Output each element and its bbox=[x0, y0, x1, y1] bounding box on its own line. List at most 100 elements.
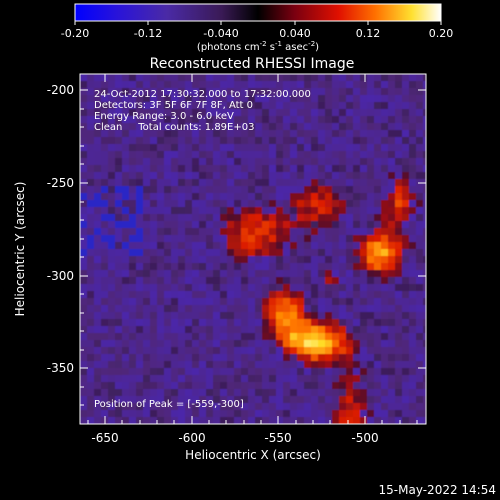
heatmap-pixel bbox=[304, 382, 312, 390]
heatmap-pixel bbox=[241, 312, 249, 320]
heatmap-pixel bbox=[409, 165, 417, 173]
heatmap-pixel bbox=[171, 291, 179, 299]
heatmap-pixel bbox=[416, 102, 424, 110]
heatmap-pixel bbox=[283, 186, 291, 194]
heatmap-pixel bbox=[143, 354, 151, 362]
heatmap-pixel bbox=[381, 333, 389, 341]
heatmap-pixel bbox=[206, 74, 214, 82]
heatmap-pixel bbox=[143, 207, 151, 215]
heatmap-pixel bbox=[206, 368, 214, 376]
heatmap-pixel bbox=[423, 256, 426, 264]
heatmap-pixel bbox=[423, 368, 426, 376]
heatmap-pixel bbox=[332, 207, 340, 215]
heatmap-pixel bbox=[213, 74, 221, 82]
heatmap-pixel bbox=[262, 228, 270, 236]
heatmap-pixel bbox=[255, 207, 263, 215]
heatmap-pixel bbox=[255, 130, 263, 138]
heatmap-pixel bbox=[388, 158, 396, 166]
heatmap-pixel bbox=[290, 319, 298, 327]
heatmap-pixel bbox=[297, 284, 305, 292]
heatmap-pixel bbox=[248, 382, 256, 390]
heatmap-pixel bbox=[199, 130, 207, 138]
heatmap-pixel bbox=[374, 172, 382, 180]
heatmap-pixel bbox=[213, 116, 221, 124]
heatmap-pixel bbox=[269, 333, 277, 341]
heatmap-pixel bbox=[129, 144, 137, 152]
heatmap-pixel bbox=[234, 130, 242, 138]
heatmap-pixel bbox=[297, 382, 305, 390]
heatmap-pixel bbox=[101, 228, 109, 236]
heatmap-pixel bbox=[185, 249, 193, 257]
heatmap-pixel bbox=[416, 375, 424, 383]
heatmap-pixel bbox=[192, 417, 200, 424]
heatmap-pixel bbox=[227, 270, 235, 278]
heatmap-pixel bbox=[213, 256, 221, 264]
heatmap-pixel bbox=[332, 375, 340, 383]
heatmap-pixel bbox=[150, 151, 158, 159]
heatmap-pixel bbox=[192, 277, 200, 285]
heatmap-pixel bbox=[129, 277, 137, 285]
heatmap-pixel bbox=[325, 361, 333, 369]
heatmap-pixel bbox=[381, 186, 389, 194]
heatmap-pixel bbox=[115, 130, 123, 138]
heatmap-pixel bbox=[346, 256, 354, 264]
heatmap-pixel bbox=[269, 116, 277, 124]
colorbar-tick-label: -0.20 bbox=[61, 27, 89, 40]
heatmap-pixel bbox=[416, 242, 424, 250]
heatmap-pixel bbox=[94, 116, 102, 124]
heatmap-pixel bbox=[178, 277, 186, 285]
heatmap-pixel bbox=[164, 403, 172, 411]
heatmap-pixel bbox=[171, 193, 179, 201]
heatmap-pixel bbox=[395, 165, 403, 173]
heatmap-pixel bbox=[304, 172, 312, 180]
heatmap-pixel bbox=[346, 298, 354, 306]
heatmap-pixel bbox=[80, 207, 88, 215]
heatmap-pixel bbox=[367, 228, 375, 236]
heatmap-pixel bbox=[206, 221, 214, 229]
heatmap-pixel bbox=[416, 95, 424, 103]
heatmap-pixel bbox=[332, 102, 340, 110]
heatmap-pixel bbox=[227, 417, 235, 424]
heatmap-pixel bbox=[276, 340, 284, 348]
heatmap-pixel bbox=[423, 389, 426, 397]
heatmap-pixel bbox=[388, 186, 396, 194]
heatmap-pixel bbox=[339, 88, 347, 96]
heatmap-pixel bbox=[150, 165, 158, 173]
heatmap-pixel bbox=[367, 403, 375, 411]
heatmap-pixel bbox=[157, 319, 165, 327]
heatmap-pixel bbox=[178, 186, 186, 194]
heatmap-pixel bbox=[374, 403, 382, 411]
heatmap-pixel bbox=[367, 291, 375, 299]
heatmap-pixel bbox=[192, 144, 200, 152]
heatmap-pixel bbox=[395, 319, 403, 327]
heatmap-pixel bbox=[199, 256, 207, 264]
heatmap-pixel bbox=[283, 214, 291, 222]
heatmap-pixel bbox=[108, 221, 116, 229]
heatmap-pixel bbox=[297, 193, 305, 201]
heatmap-pixel bbox=[262, 284, 270, 292]
heatmap-pixel bbox=[325, 144, 333, 152]
heatmap-pixel bbox=[311, 340, 319, 348]
heatmap-pixel bbox=[87, 137, 95, 145]
heatmap-pixel bbox=[332, 319, 340, 327]
heatmap-pixel bbox=[206, 354, 214, 362]
heatmap-pixel bbox=[220, 88, 228, 96]
heatmap-pixel bbox=[192, 193, 200, 201]
heatmap-pixel bbox=[185, 333, 193, 341]
heatmap-pixel bbox=[388, 389, 396, 397]
heatmap-pixel bbox=[164, 151, 172, 159]
heatmap-pixel bbox=[185, 403, 193, 411]
heatmap-pixel bbox=[192, 137, 200, 145]
heatmap-pixel bbox=[367, 123, 375, 131]
heatmap-pixel bbox=[276, 333, 284, 341]
heatmap-pixel bbox=[423, 116, 426, 124]
heatmap-pixel bbox=[199, 263, 207, 271]
heatmap-pixel bbox=[283, 389, 291, 397]
heatmap-pixel bbox=[367, 326, 375, 334]
annotation-time-range: 24-Oct-2012 17:30:32.000 to 17:32:00.000 bbox=[94, 89, 311, 100]
heatmap-pixel bbox=[381, 74, 389, 82]
heatmap-pixel bbox=[199, 137, 207, 145]
heatmap-pixel bbox=[353, 410, 361, 418]
heatmap-pixel bbox=[136, 333, 144, 341]
heatmap-pixel bbox=[178, 256, 186, 264]
